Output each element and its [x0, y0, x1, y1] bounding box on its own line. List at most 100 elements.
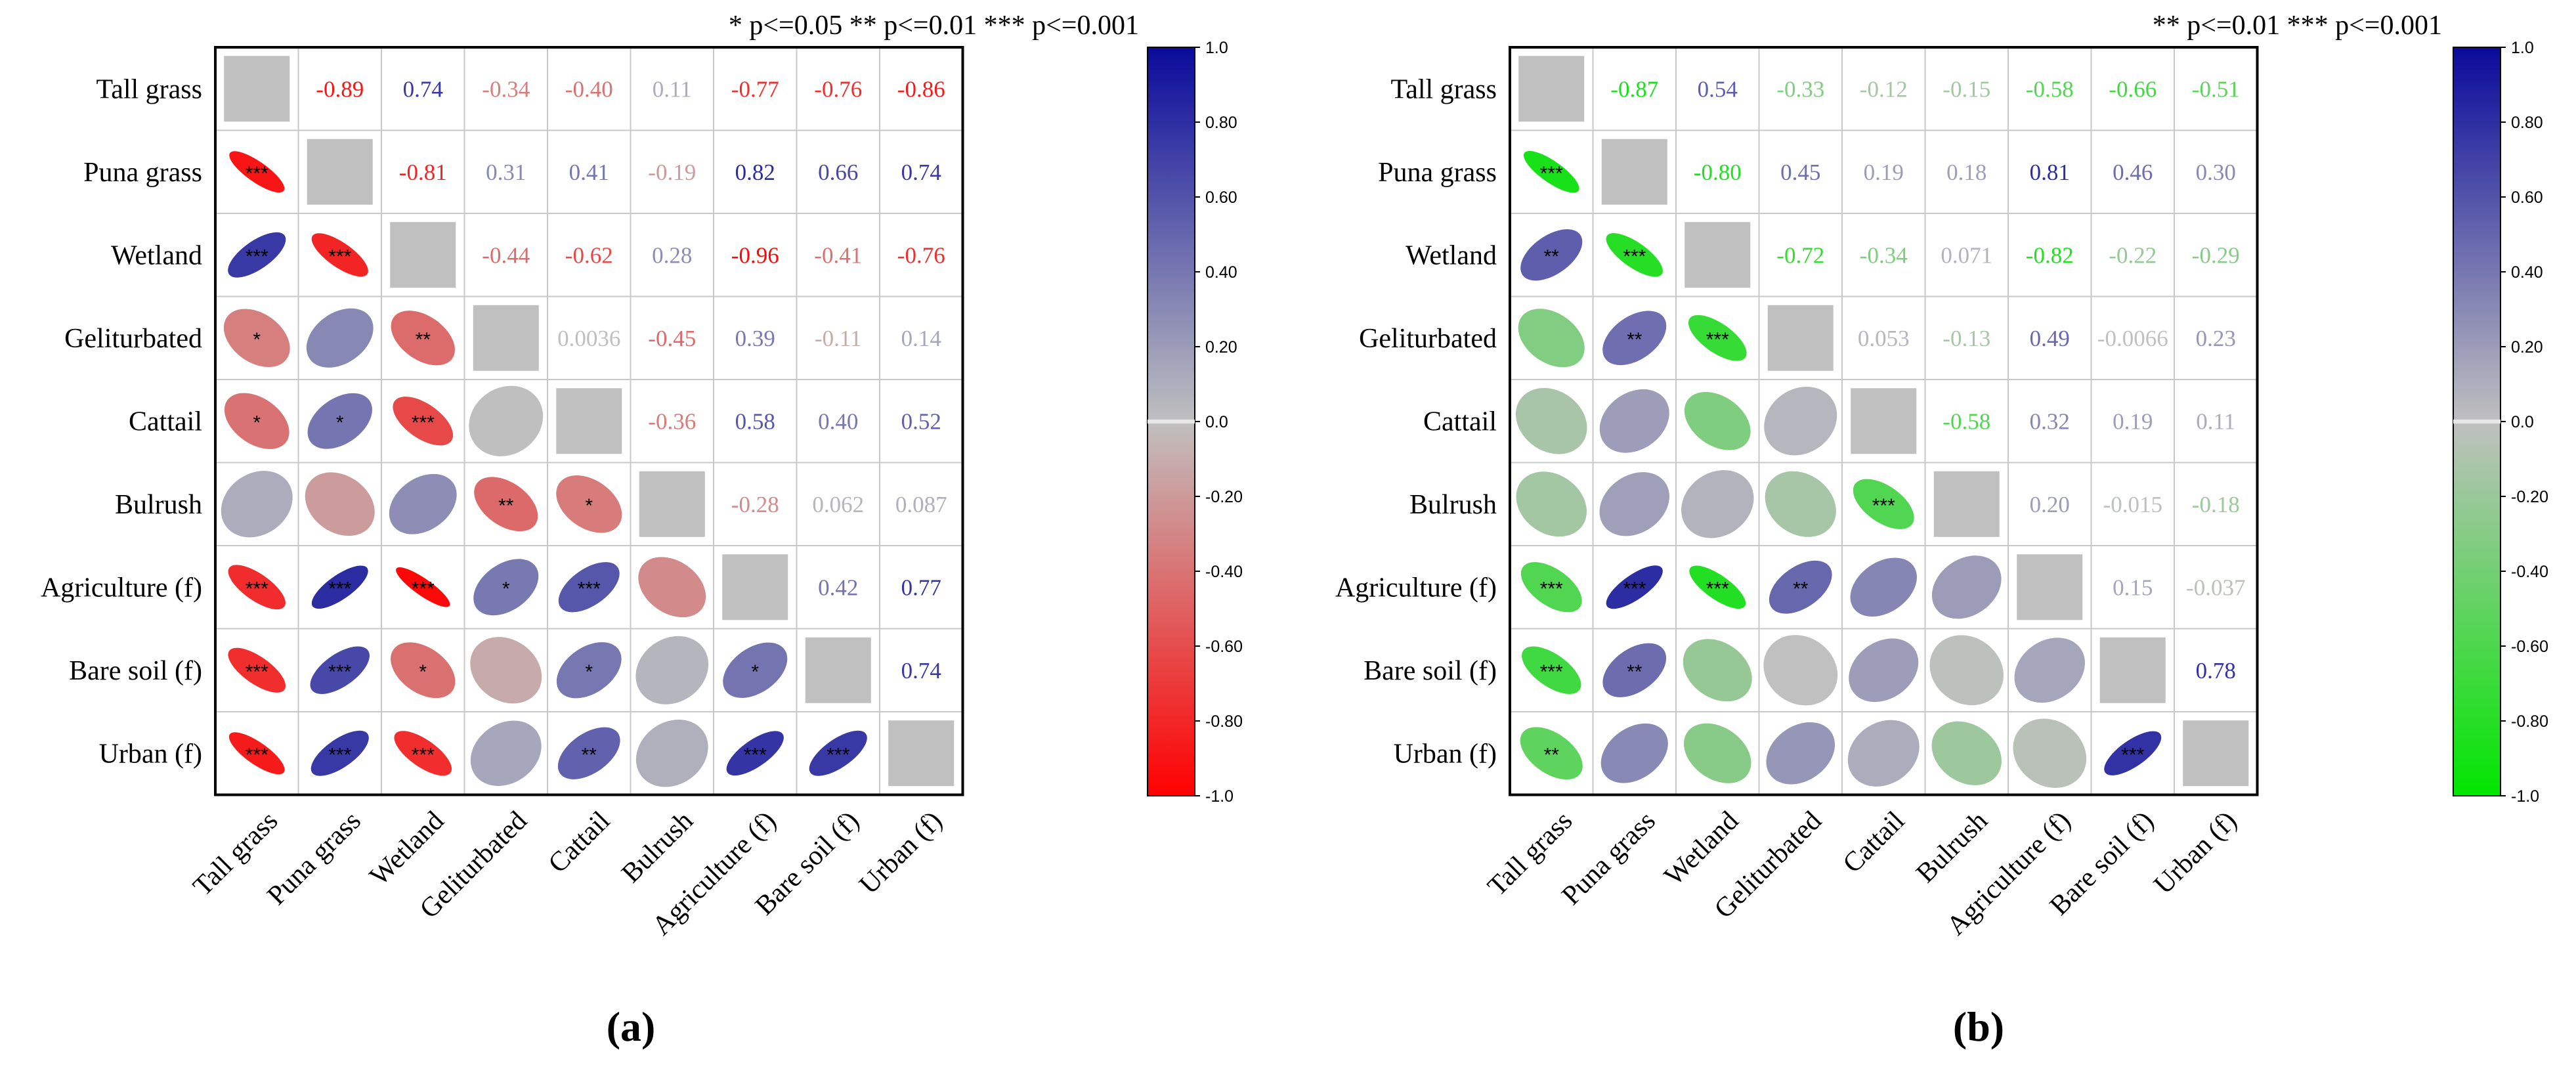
diagonal-cell	[2183, 720, 2249, 787]
row-label: Bare soil (f)	[69, 656, 202, 686]
correlation-value-label: -0.58	[1943, 408, 1990, 434]
correlation-ellipse	[726, 731, 784, 776]
column-label: Cattail	[1837, 806, 1911, 879]
significance-marker: ***	[1540, 661, 1563, 683]
correlation-value-label: 0.062	[812, 492, 864, 517]
diagonal-cell	[805, 637, 871, 703]
correlation-ellipse	[474, 477, 538, 532]
correlation-ellipse	[1847, 720, 1920, 787]
correlation-value-label: -0.037	[2186, 575, 2245, 600]
plot-frame	[214, 46, 964, 796]
colorbar-tick-label: -0.20	[2511, 488, 2548, 506]
correlation-value-label: 0.41	[569, 160, 609, 185]
colorbar-tick-label: -0.40	[1205, 563, 1243, 581]
significance-marker: ***	[744, 744, 767, 766]
correlation-value-label: -0.62	[565, 242, 613, 268]
colorbar-tick-label: -1.0	[1205, 787, 1234, 806]
correlation-value-label: -0.72	[1776, 242, 1824, 268]
diagonal-cell	[1601, 139, 1667, 205]
correlation-ellipse	[306, 308, 374, 368]
row-label: Cattail	[1423, 406, 1497, 437]
colorbar-tick-label: 0.60	[1205, 188, 1237, 207]
correlation-value-label: 0.81	[2030, 160, 2070, 185]
correlation-value-label: 0.66	[818, 160, 858, 185]
colorbar-tick-label: 1.0	[2511, 39, 2534, 57]
correlation-ellipse	[310, 646, 370, 695]
correlation-value-label: 0.52	[901, 408, 941, 434]
correlation-value-label: 0.071	[1941, 242, 1992, 268]
correlation-ellipse	[311, 233, 368, 277]
correlation-value-label: 0.11	[2196, 408, 2235, 434]
correlation-value-label: 0.54	[1698, 76, 1738, 102]
row-label: Agriculture (f)	[41, 573, 202, 603]
significance-marker: **	[416, 329, 431, 351]
correlation-value-label: -0.34	[1860, 242, 1908, 268]
correlation-ellipse	[557, 727, 620, 779]
correlation-ellipse	[1520, 562, 1582, 613]
panel-a: -0.89 0.74 -0.34 -0.40 0.11 -0.77 -0.76 -0.86**…	[41, 11, 1243, 1050]
correlation-value-label: 0.20	[2030, 492, 2070, 517]
correlation-value-label: -0.51	[2192, 76, 2240, 102]
significance-marker: ***	[246, 246, 268, 267]
correlation-ellipse	[1683, 639, 1752, 702]
correlation-value-label: -0.11	[815, 326, 862, 351]
significance-marker: *	[502, 578, 510, 599]
correlation-ellipse	[228, 565, 286, 610]
correlation-value-label: -0.15	[1943, 76, 1990, 102]
correlation-value-label: 0.15	[2113, 575, 2153, 600]
significance-marker: ***	[328, 246, 351, 267]
correlation-value-label: 0.74	[901, 658, 941, 684]
correlation-ellipse	[307, 393, 372, 449]
correlation-value-label: 0.053	[1858, 326, 1910, 351]
correlation-value-label: 0.82	[735, 160, 775, 185]
correlation-ellipse	[389, 473, 457, 534]
row-label: Wetland	[1406, 240, 1497, 271]
significance-marker: ***	[1706, 578, 1729, 599]
correlation-ellipse	[229, 151, 285, 193]
significance-marker: *	[585, 495, 593, 517]
column-label: Urban (f)	[2148, 806, 2243, 900]
diagonal-cell	[473, 305, 539, 371]
row-label: Geliturbated	[1359, 324, 1497, 354]
correlation-value-label: -0.33	[1776, 76, 1824, 102]
colorbar-tick-label: -0.80	[2511, 712, 2548, 731]
significance-marker: **	[1793, 578, 1809, 599]
significance-marker: **	[1627, 661, 1642, 683]
correlation-ellipse	[1765, 471, 1836, 537]
significance-marker: ***	[328, 744, 351, 766]
correlation-value-label: -0.015	[2103, 492, 2162, 517]
correlation-value-label: 0.49	[2030, 326, 2070, 351]
correlation-ellipse	[1599, 472, 1669, 536]
colorbar-tick-label: 1.0	[1205, 39, 1228, 57]
significance-legend: * p<=0.05 ** p<=0.01 *** p<=0.001	[729, 11, 1139, 41]
correlation-value-label: -0.87	[1610, 76, 1658, 102]
correlation-ellipse	[221, 471, 293, 538]
correlation-value-label: -0.41	[814, 242, 862, 268]
correlation-ellipse	[1769, 560, 1832, 614]
correlation-value-label: 0.23	[2196, 326, 2236, 351]
correlation-ellipse	[1523, 150, 1579, 193]
correlation-value-label: -0.96	[731, 242, 779, 268]
significance-marker: **	[582, 744, 597, 766]
correlation-ellipse	[228, 232, 286, 278]
significance-marker: ***	[826, 744, 849, 766]
correlation-ellipse	[1606, 233, 1663, 277]
correlation-ellipse	[393, 397, 454, 446]
significance-marker: ***	[412, 412, 435, 433]
significance-marker: ***	[246, 163, 268, 185]
colorbar-tick-label: 0.40	[1205, 263, 1237, 282]
correlation-value-label: -0.66	[2109, 76, 2157, 102]
correlation-value-label: -0.18	[2192, 492, 2240, 517]
significance-marker: ***	[1540, 163, 1563, 185]
significance-marker: ***	[328, 661, 351, 683]
significance-marker: *	[585, 661, 593, 683]
correlation-value-label: -0.81	[399, 160, 447, 185]
row-label: Bulrush	[115, 490, 202, 520]
correlation-value-label: 0.39	[735, 326, 775, 351]
correlation-ellipse	[391, 642, 456, 699]
correlation-value-label: -0.89	[316, 76, 364, 102]
row-label: Agriculture (f)	[1335, 573, 1497, 603]
correlation-ellipse	[1766, 722, 1835, 785]
correlation-value-label: 0.0036	[557, 326, 620, 351]
significance-marker: ***	[412, 744, 435, 766]
